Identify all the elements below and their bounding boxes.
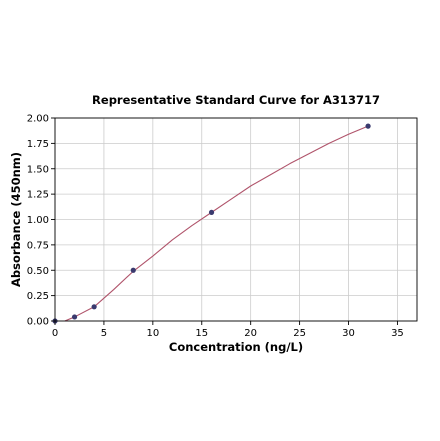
y-tick-label: 1.00 <box>27 215 49 226</box>
x-tick-label: 5 <box>101 328 107 339</box>
x-tick-label: 35 <box>391 328 404 339</box>
data-point <box>365 123 371 129</box>
x-axis-label: Concentration (ng/L) <box>169 340 303 354</box>
y-tick-label: 1.75 <box>27 139 49 150</box>
y-tick-label: 0.50 <box>27 266 49 277</box>
y-tick-label: 0.25 <box>27 291 49 302</box>
y-tick-label: 1.50 <box>27 164 49 175</box>
x-tick-label: 30 <box>342 328 355 339</box>
x-tick-label: 25 <box>293 328 306 339</box>
chart-title: Representative Standard Curve for A31371… <box>92 93 380 107</box>
fitted-curve <box>64 125 369 322</box>
y-tick-label: 0.75 <box>27 240 49 251</box>
y-axis-label: Absorbance (450nm) <box>9 152 23 287</box>
x-axis-ticks: 0 5 10 15 20 25 30 35 <box>52 321 404 339</box>
x-tick-label: 15 <box>195 328 208 339</box>
data-point <box>130 267 136 273</box>
x-tick-label: 0 <box>52 328 58 339</box>
data-point <box>91 304 97 310</box>
y-tick-label: 0.00 <box>27 317 49 328</box>
data-point <box>208 209 215 215</box>
curve-layer <box>64 125 369 322</box>
y-tick-label: 1.25 <box>27 190 49 201</box>
point-layer <box>52 123 371 324</box>
grid-layer <box>54 117 417 322</box>
x-tick-label: 20 <box>244 328 257 339</box>
y-axis-ticks: 0.00 0.25 0.50 0.75 1.00 1.25 1.50 1.75 2.00 <box>27 114 55 328</box>
data-point <box>71 314 78 320</box>
x-tick-label: 10 <box>146 328 159 339</box>
y-tick-label: 2.00 <box>27 114 49 125</box>
